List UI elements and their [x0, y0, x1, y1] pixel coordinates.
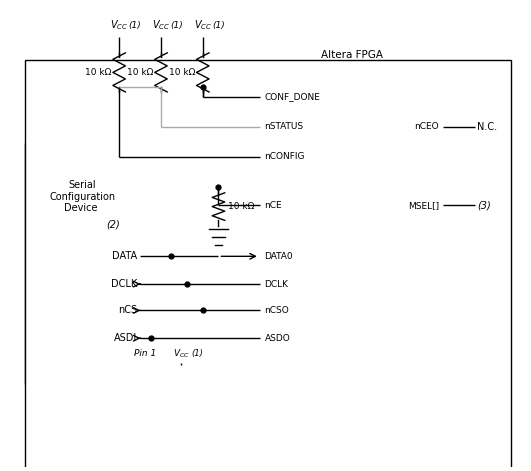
Text: DATA0: DATA0: [264, 252, 293, 261]
Text: nCSO: nCSO: [264, 306, 289, 315]
Text: (3): (3): [477, 201, 491, 211]
Text: $V_{CC}$: $V_{CC}$: [173, 348, 190, 360]
Bar: [135, 386, 155, 404]
Text: (1): (1): [192, 349, 204, 358]
Text: (1): (1): [129, 21, 141, 30]
Text: Serial
Configuration
Device: Serial Configuration Device: [49, 180, 116, 213]
Text: 10 kΩ: 10 kΩ: [127, 68, 153, 77]
Text: N.C.: N.C.: [477, 122, 498, 132]
Text: nCEO: nCEO: [414, 122, 439, 131]
Text: 10 kΩ: 10 kΩ: [228, 202, 254, 211]
Bar: [135, 365, 155, 382]
Text: (1): (1): [170, 21, 183, 30]
Bar: [172, 386, 191, 404]
Text: nSTATUS: nSTATUS: [264, 122, 304, 131]
Text: nCONFIG: nCONFIG: [264, 152, 305, 162]
Text: $V_{CC}$: $V_{CC}$: [194, 18, 212, 32]
Text: (1): (1): [212, 21, 225, 30]
Text: DCLK: DCLK: [111, 279, 138, 289]
Bar: [135, 450, 155, 468]
Text: ASDI: ASDI: [114, 333, 138, 343]
Text: (2): (2): [106, 219, 120, 229]
Text: Altera FPGA: Altera FPGA: [321, 49, 383, 60]
Bar: [172, 429, 191, 447]
Text: $V_{CC}$: $V_{CC}$: [152, 18, 170, 32]
FancyBboxPatch shape: [25, 60, 511, 471]
Bar: [172, 407, 191, 425]
Bar: [172, 365, 191, 382]
Text: DCLK: DCLK: [264, 280, 288, 289]
Text: nCS: nCS: [118, 306, 138, 316]
Text: 10 kΩ: 10 kΩ: [85, 68, 112, 77]
Text: CONF_DONE: CONF_DONE: [264, 92, 320, 101]
Text: $V_{CC}$: $V_{CC}$: [110, 18, 128, 32]
Text: ASDO: ASDO: [264, 334, 290, 343]
Text: nCE: nCE: [264, 201, 282, 210]
FancyBboxPatch shape: [260, 69, 443, 337]
Bar: [135, 407, 155, 425]
Bar: [172, 450, 191, 468]
FancyBboxPatch shape: [25, 143, 140, 383]
Text: MSEL[]: MSEL[]: [408, 201, 439, 210]
Text: DATA: DATA: [113, 252, 138, 261]
Bar: [135, 429, 155, 447]
Text: 10 kΩ: 10 kΩ: [168, 68, 195, 77]
Text: Pin 1: Pin 1: [134, 349, 156, 358]
